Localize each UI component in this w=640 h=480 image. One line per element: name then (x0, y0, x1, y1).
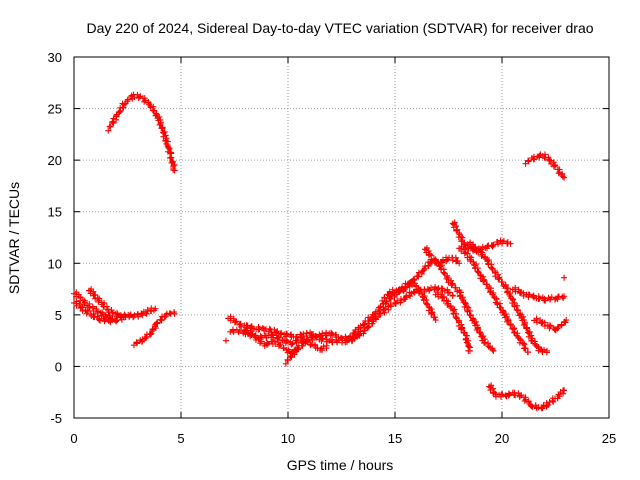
y-tick-label: 10 (48, 256, 62, 271)
marker-path (509, 284, 568, 304)
series-arc-peak-e (432, 289, 473, 354)
data-points (71, 91, 570, 412)
marker-path (85, 286, 159, 321)
x-tick-label: 20 (495, 431, 509, 446)
x-axis-label: GPS time / hours (287, 457, 394, 473)
series-arc-low-rise (130, 309, 178, 349)
series-arc-early-rise (105, 91, 178, 174)
x-tick-label: 15 (388, 431, 402, 446)
marker-path (561, 274, 568, 281)
marker-path (421, 244, 497, 354)
marker-path (222, 337, 229, 344)
plot-frame (73, 56, 610, 419)
series-arc-late-high (522, 151, 568, 181)
x-tick-label: 25 (602, 431, 616, 446)
marker-path (282, 329, 356, 367)
marker-path (349, 283, 456, 345)
x-tick-label: 0 (70, 431, 77, 446)
y-tick-label: -5 (50, 411, 62, 426)
x-tick-label: 5 (177, 431, 184, 446)
series-arc-single (222, 337, 229, 344)
series-arc-peak-d (464, 239, 550, 356)
series-arc-evening-b (531, 315, 570, 334)
y-tick-label: 15 (48, 205, 62, 220)
y-tick-label: 20 (48, 153, 62, 168)
y-axis-label: SDTVAR / TECUs (6, 182, 22, 294)
axis-ticks: 0 5 10 15 20 25 -5 0 5 10 15 20 25 30 (48, 50, 617, 446)
marker-path (406, 277, 439, 324)
marker-path (130, 309, 178, 349)
y-tick-label: 25 (48, 102, 62, 117)
marker-path (456, 243, 532, 356)
series-arc-peak-a (421, 244, 497, 354)
marker-path (71, 289, 116, 323)
marker-path (71, 298, 129, 326)
series-arc-negative (486, 382, 568, 412)
x-tick-label: 10 (281, 431, 295, 446)
marker-path (522, 151, 568, 181)
chart-title: Day 220 of 2024, Sidereal Day-to-day VTE… (86, 20, 593, 36)
series-arc-dawn-a (71, 289, 116, 323)
marker-path (464, 239, 550, 356)
series-arc-dawn-c (71, 298, 129, 326)
series-arc-afternoon-b (349, 283, 456, 345)
series-arc-evening-a (509, 284, 568, 304)
y-tick-label: 5 (55, 308, 62, 323)
marker-path (432, 289, 473, 354)
series-arc-isolated (561, 274, 568, 281)
series-arc-dawn-b (85, 286, 159, 321)
series-arc-day-d (282, 329, 356, 367)
marker-path (486, 382, 568, 412)
series-arc-afternoon-d (406, 277, 439, 324)
marker-path (531, 315, 570, 334)
grid-lines (74, 57, 609, 418)
y-tick-label: 0 (55, 359, 62, 374)
marker-path (105, 91, 178, 174)
y-tick-label: 30 (48, 50, 62, 65)
series-arc-peak-c (456, 243, 532, 356)
